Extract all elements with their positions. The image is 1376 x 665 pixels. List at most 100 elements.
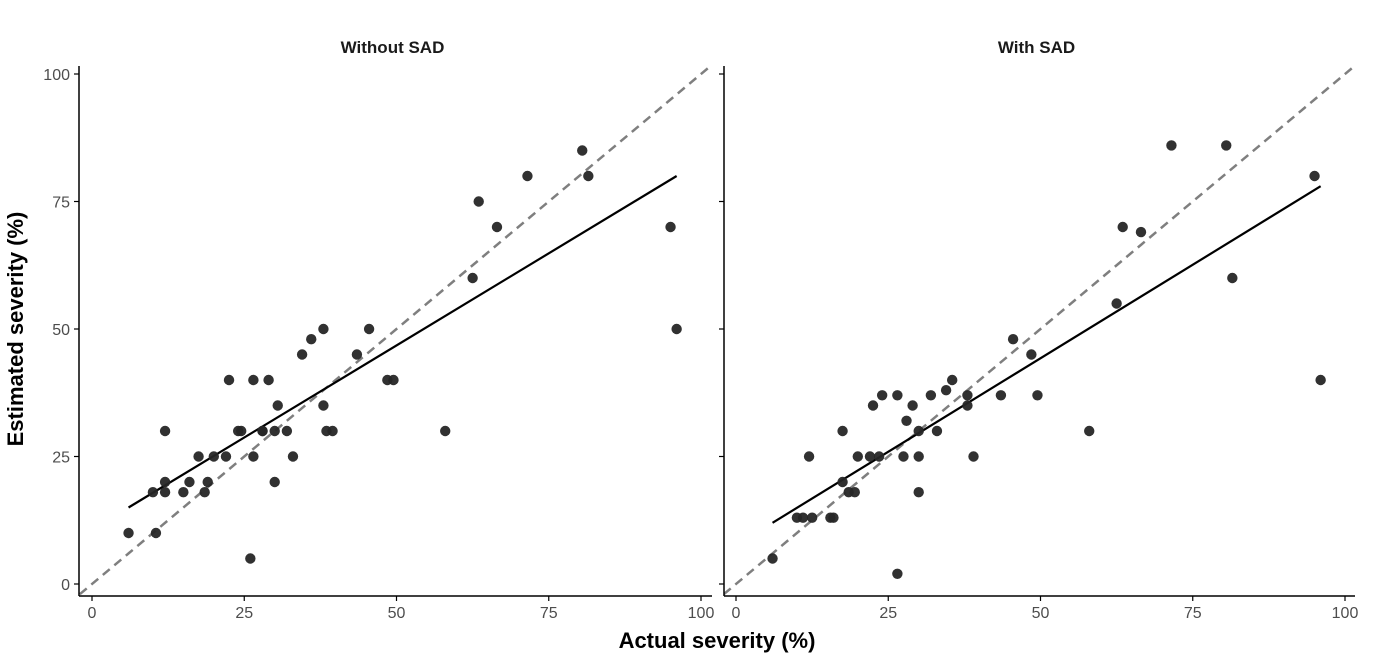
data-point — [287, 451, 299, 462]
data-point — [864, 451, 876, 462]
data-point — [327, 425, 338, 437]
data-point — [123, 527, 134, 539]
data-point — [223, 374, 235, 386]
data-point — [318, 323, 329, 335]
data-point — [665, 221, 676, 233]
data-point — [968, 451, 979, 462]
data-point — [306, 334, 317, 345]
data-point — [1026, 349, 1037, 360]
y-tick-label: 0 — [61, 577, 70, 594]
x-tick-label: 100 — [1332, 605, 1359, 622]
panel-1: Without SAD 0 25 50 75 100 0 25 50 75 100 — [43, 38, 715, 622]
x-tick-label: 75 — [540, 605, 558, 622]
data-point — [583, 170, 594, 182]
data-point — [946, 374, 958, 386]
data-point — [1117, 221, 1128, 233]
data-point — [220, 451, 232, 462]
identity-reference-line — [79, 66, 712, 596]
data-point — [491, 221, 503, 233]
data-point — [473, 196, 484, 207]
data-point — [837, 476, 848, 488]
x-tick-label: 25 — [235, 605, 253, 622]
data-point — [876, 390, 888, 401]
data-point — [202, 476, 213, 488]
data-point — [159, 487, 171, 498]
panel-title: Without SAD — [341, 38, 445, 57]
data-point — [184, 476, 195, 488]
data-point — [940, 385, 952, 396]
data-point — [837, 425, 848, 437]
data-point — [892, 568, 903, 579]
data-point — [1007, 334, 1019, 345]
data-point — [1227, 272, 1238, 284]
data-point — [849, 487, 860, 498]
data-point — [351, 349, 363, 360]
data-point — [913, 487, 924, 498]
data-point — [1084, 425, 1095, 437]
data-point — [1166, 140, 1177, 151]
data-point — [1111, 298, 1122, 309]
regression-fit-line — [771, 185, 1322, 524]
x-tick-label: 0 — [732, 605, 741, 622]
data-point — [907, 400, 918, 411]
data-point — [150, 527, 162, 539]
data-point — [467, 272, 478, 284]
data-point — [269, 425, 280, 437]
data-point — [263, 374, 274, 386]
data-point — [852, 451, 863, 462]
data-point — [1032, 390, 1043, 401]
data-point — [178, 487, 189, 498]
x-tick-label: 100 — [688, 605, 715, 622]
data-point — [193, 451, 204, 462]
data-point — [962, 390, 973, 401]
panel-2: With SAD 0 25 50 75 100 — [719, 38, 1359, 622]
panel-title: With SAD — [998, 38, 1075, 57]
data-point — [248, 451, 259, 462]
data-point — [388, 374, 399, 386]
data-point — [199, 487, 210, 498]
data-point — [873, 451, 885, 462]
x-axis-title: Actual severity (%) — [619, 628, 816, 653]
data-point — [296, 349, 308, 360]
data-point — [208, 451, 219, 462]
data-point — [803, 451, 815, 462]
x-tick-label: 50 — [388, 605, 406, 622]
y-tick-label: 50 — [52, 322, 70, 339]
x-tick-label: 75 — [1184, 605, 1202, 622]
data-point — [901, 415, 912, 426]
data-point — [962, 400, 973, 411]
y-tick-label: 75 — [52, 195, 70, 212]
data-point — [1309, 170, 1320, 182]
data-point — [236, 425, 247, 437]
regression-fit-line — [127, 175, 678, 509]
data-point — [995, 390, 1007, 401]
data-point — [1135, 226, 1147, 238]
data-point — [931, 425, 943, 437]
data-point — [1315, 374, 1326, 386]
y-tick-label: 25 — [52, 450, 70, 467]
data-point — [245, 553, 256, 564]
data-point — [767, 553, 778, 564]
data-point — [671, 323, 682, 335]
data-point — [257, 425, 268, 437]
identity-reference-line — [724, 66, 1355, 596]
data-point — [892, 390, 903, 401]
data-point — [797, 512, 809, 523]
x-tick-label: 50 — [1032, 605, 1050, 622]
data-point — [281, 425, 293, 437]
data-point — [440, 425, 451, 437]
data-point — [898, 451, 909, 462]
data-point — [159, 476, 171, 488]
data-point — [913, 425, 924, 437]
data-point — [806, 512, 818, 523]
data-point — [1221, 140, 1232, 151]
data-point — [159, 425, 171, 437]
data-point — [925, 390, 937, 401]
data-point — [318, 400, 329, 411]
x-tick-label: 25 — [879, 605, 897, 622]
x-tick-label: 0 — [88, 605, 97, 622]
data-point — [248, 374, 259, 386]
data-point — [269, 476, 280, 488]
